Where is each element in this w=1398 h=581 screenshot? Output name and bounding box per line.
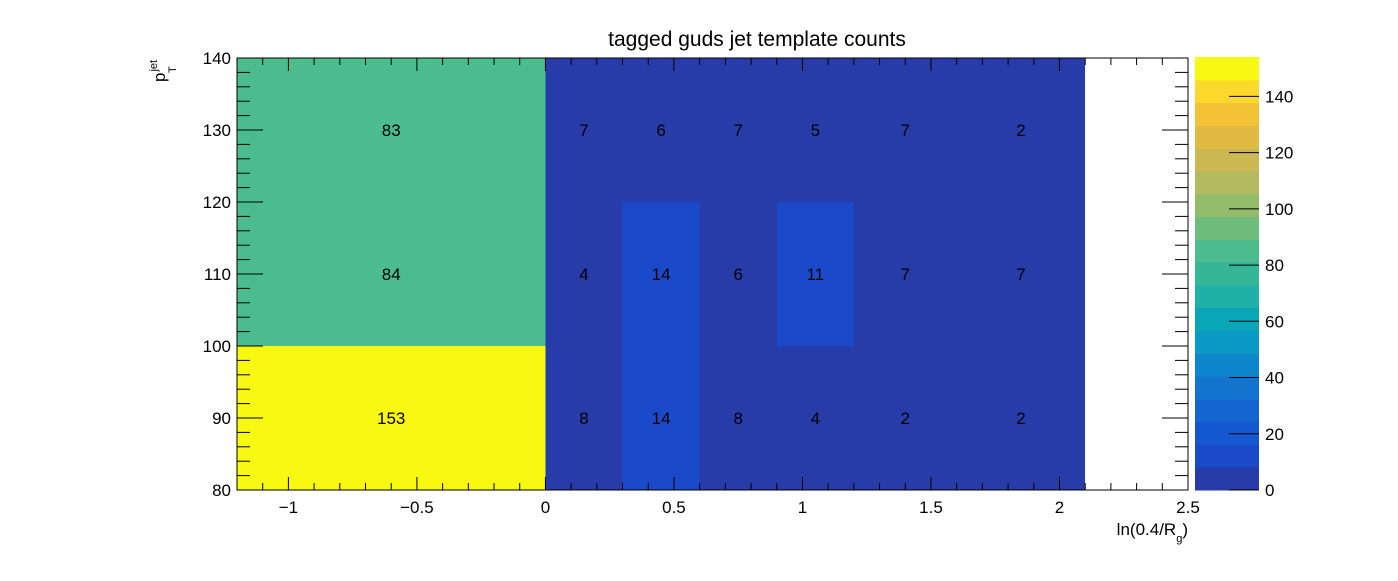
colorbar-band xyxy=(1195,330,1259,354)
heatmap-cell xyxy=(853,346,957,490)
x-tick-label: −1 xyxy=(279,498,298,517)
cell-value-label: 6 xyxy=(733,265,742,284)
colorbar-tick-label: 140 xyxy=(1265,87,1293,106)
axis-ticks xyxy=(237,57,1189,491)
cell-value-label: 7 xyxy=(1016,265,1025,284)
chart-title: tagged guds jet template counts xyxy=(608,28,906,51)
colorbar-band xyxy=(1195,148,1259,172)
x-tick-label: 1 xyxy=(798,498,807,517)
heatmap-cell xyxy=(956,58,1086,202)
heatmap-cell xyxy=(237,58,546,202)
heatmap-cell xyxy=(699,58,777,202)
colorbar-band xyxy=(1195,102,1259,126)
y-tick-label: 120 xyxy=(203,193,231,212)
cell-value-label: 153 xyxy=(377,409,405,428)
heatmap-cell xyxy=(776,58,854,202)
heatmap-cell xyxy=(776,346,854,490)
x-axis-tick-labels: −1 −0.5 0 0.5 1 1.5 2 2.5 xyxy=(279,498,1200,517)
cell-value-label: 2 xyxy=(901,409,910,428)
colorbar-band xyxy=(1195,467,1259,491)
x-tick-label: 0.5 xyxy=(662,498,686,517)
colorbar-tick-labels: 0 20 40 60 80 100 120 140 xyxy=(1265,87,1293,500)
y-tick-label: 130 xyxy=(203,121,231,140)
cell-value-label: 4 xyxy=(579,265,588,284)
cell-value-label: 5 xyxy=(811,121,820,140)
cell-value-label: 83 xyxy=(382,121,401,140)
cell-value-label: 4 xyxy=(811,409,820,428)
cell-value-label: 7 xyxy=(579,121,588,140)
colorbar-band xyxy=(1195,193,1259,218)
cell-value-label: 7 xyxy=(733,121,742,140)
x-tick-label: 1.5 xyxy=(919,498,943,517)
cell-value-label: 8 xyxy=(579,409,588,428)
colorbar-band xyxy=(1195,79,1259,104)
heatmap-cell xyxy=(776,202,854,346)
cell-value-label: 14 xyxy=(652,265,671,284)
cell-value-label: 7 xyxy=(901,121,910,140)
heatmap-cell xyxy=(699,346,777,490)
colorbar-band xyxy=(1195,398,1259,423)
heatmap-cell xyxy=(622,346,700,490)
heatmap-cell xyxy=(699,202,777,346)
colorbar-tick-label: 100 xyxy=(1265,200,1293,219)
colorbar-band xyxy=(1195,125,1259,149)
cell-value-label: 2 xyxy=(1016,121,1025,140)
heatmap-cell xyxy=(956,202,1086,346)
cell-value-label: 2 xyxy=(1016,409,1025,428)
x-tick-label: −0.5 xyxy=(400,498,434,517)
heatmap-cell xyxy=(853,202,957,346)
x-tick-label: 2 xyxy=(1055,498,1064,517)
x-tick-label: 2.5 xyxy=(1176,498,1200,517)
colorbar-band xyxy=(1195,57,1259,81)
colorbar-tick-label: 0 xyxy=(1265,481,1274,500)
heatmap-cells xyxy=(237,58,1086,490)
x-axis-title: ln(0.4/Rg) xyxy=(1117,520,1188,545)
colorbar-tick-label: 120 xyxy=(1265,144,1293,163)
x-tick-label: 0 xyxy=(541,498,550,517)
y-axis-title-subscript: T xyxy=(167,66,179,73)
colorbar-band xyxy=(1195,444,1259,468)
colorbar-band xyxy=(1195,307,1259,331)
heatmap-cell xyxy=(545,202,623,346)
cell-value-label: 6 xyxy=(656,121,665,140)
y-tick-label: 80 xyxy=(212,481,231,500)
colorbar-band xyxy=(1195,262,1259,286)
y-tick-label: 90 xyxy=(212,409,231,428)
y-tick-label: 110 xyxy=(204,265,231,284)
heatmap-cell-labels: 153 8 14 8 4 2 284 4 14 6 11 7 783 7 6 7 5 7 2 xyxy=(377,121,1026,428)
heatmap-cell xyxy=(237,346,546,490)
cell-value-label: 14 xyxy=(652,409,671,428)
colorbar-band xyxy=(1195,239,1259,263)
cell-value-label: 8 xyxy=(733,409,742,428)
colorbar-tick-label: 40 xyxy=(1265,369,1284,388)
cell-value-label: 7 xyxy=(901,265,910,284)
heatmap-cell xyxy=(956,346,1086,490)
colorbar-tick-label: 80 xyxy=(1265,256,1284,275)
cell-value-label: 11 xyxy=(806,265,824,284)
cell-value-label: 84 xyxy=(382,265,401,284)
y-axis-title: pjet xyxy=(148,60,169,82)
colorbar-tick-label: 20 xyxy=(1265,425,1284,444)
colorbar-band xyxy=(1195,421,1259,445)
colorbar-band xyxy=(1195,284,1259,309)
heatmap-cell xyxy=(622,202,700,346)
y-axis-tick-labels: 80 90 100 110 120 130 140 xyxy=(203,49,231,500)
colorbar-band xyxy=(1195,376,1259,400)
colorbar-tick-label: 60 xyxy=(1265,312,1284,331)
colorbar-band xyxy=(1195,216,1259,240)
y-tick-label: 140 xyxy=(203,49,231,68)
colorbar-band xyxy=(1195,170,1259,195)
colorbar xyxy=(1195,57,1259,491)
heatmap-cell xyxy=(622,58,700,202)
heatmap-cell xyxy=(237,202,546,346)
heatmap-cell xyxy=(853,58,957,202)
heatmap-cell xyxy=(545,346,623,490)
y-tick-label: 100 xyxy=(203,337,231,356)
heatmap-cell xyxy=(545,58,623,202)
colorbar-band xyxy=(1195,353,1259,377)
